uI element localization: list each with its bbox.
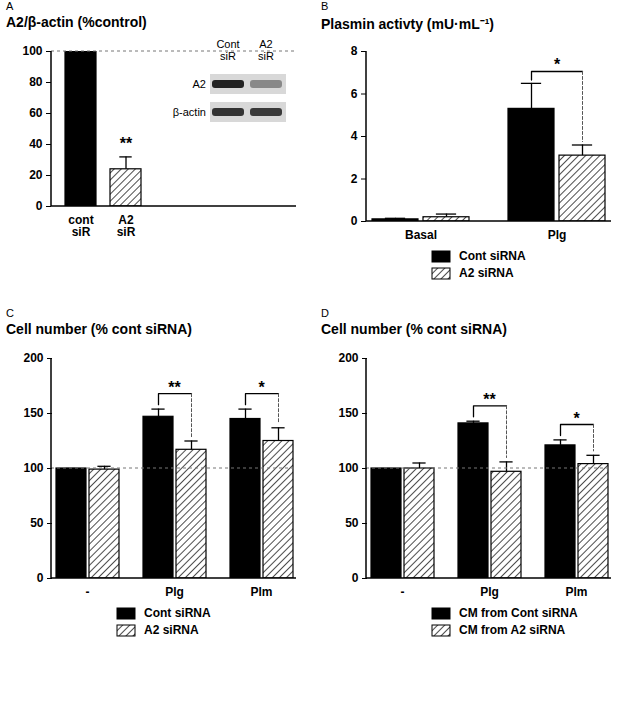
svg-text:**: ** <box>483 391 496 408</box>
svg-text:A2siR: A2siR <box>117 213 136 239</box>
svg-text:Plm: Plm <box>250 585 272 599</box>
svg-text:4: 4 <box>351 129 358 143</box>
svg-text:-: - <box>86 585 90 599</box>
svg-text:Plg: Plg <box>165 585 184 599</box>
svg-text:*: * <box>554 56 561 73</box>
html-text:C: C <box>6 307 14 319</box>
svg-text:ContsiR: ContsiR <box>216 38 239 62</box>
svg-text:**: ** <box>168 379 181 396</box>
html-text:Cell number (% cont siRNA): Cell number (% cont siRNA) <box>6 321 192 337</box>
html-text:Plasmin activty (mU·mL⁻¹): Plasmin activty (mU·mL⁻¹) <box>321 16 494 32</box>
svg-text:-: - <box>401 585 405 599</box>
svg-text:100: 100 <box>22 44 42 58</box>
html-text:Cont siRNA: Cont siRNA <box>459 249 526 263</box>
svg-text:0: 0 <box>351 214 358 228</box>
svg-text:Plm: Plm <box>565 585 587 599</box>
svg-text:**: ** <box>120 135 133 152</box>
svg-text:150: 150 <box>23 406 43 420</box>
svg-text:A2: A2 <box>193 78 206 90</box>
svg-text:80: 80 <box>29 75 43 89</box>
svg-text:Basal: Basal <box>405 228 437 242</box>
svg-text:Plg: Plg <box>548 228 567 242</box>
svg-text:50: 50 <box>345 516 359 530</box>
html-text:A2 siRNA: A2 siRNA <box>144 623 199 637</box>
html-text:CM from A2 siRNA: CM from A2 siRNA <box>459 623 566 637</box>
html-text:A2/β-actin (%control): A2/β-actin (%control) <box>6 14 147 30</box>
svg-text:0: 0 <box>36 199 43 213</box>
svg-text:0: 0 <box>37 571 44 585</box>
svg-text:20: 20 <box>29 168 43 182</box>
svg-text:*: * <box>258 379 265 396</box>
svg-text:Plg: Plg <box>480 585 499 599</box>
svg-text:2: 2 <box>351 172 358 186</box>
svg-text:contsiR: contsiR <box>68 213 93 239</box>
svg-text:150: 150 <box>338 406 358 420</box>
html-text:B: B <box>321 0 329 12</box>
svg-text:0: 0 <box>352 571 359 585</box>
html-text:A2 siRNA: A2 siRNA <box>459 266 514 280</box>
html-text:Cont siRNA: Cont siRNA <box>144 606 211 620</box>
svg-text:100: 100 <box>338 461 358 475</box>
svg-text:A2siR: A2siR <box>258 38 274 62</box>
html-text:A: A <box>6 0 14 12</box>
html-text:CM from Cont siRNA: CM from Cont siRNA <box>459 606 578 620</box>
svg-text:*: * <box>573 410 580 427</box>
svg-text:8: 8 <box>351 44 358 58</box>
svg-text:60: 60 <box>29 106 43 120</box>
svg-text:β-actin: β-actin <box>173 106 206 118</box>
svg-text:200: 200 <box>338 351 358 365</box>
svg-text:40: 40 <box>29 137 43 151</box>
svg-text:50: 50 <box>30 516 44 530</box>
html-text:Cell number (% cont siRNA): Cell number (% cont siRNA) <box>321 321 507 337</box>
svg-text:200: 200 <box>23 351 43 365</box>
svg-text:6: 6 <box>351 87 358 101</box>
html-text:D: D <box>321 307 329 319</box>
svg-text:100: 100 <box>23 461 43 475</box>
